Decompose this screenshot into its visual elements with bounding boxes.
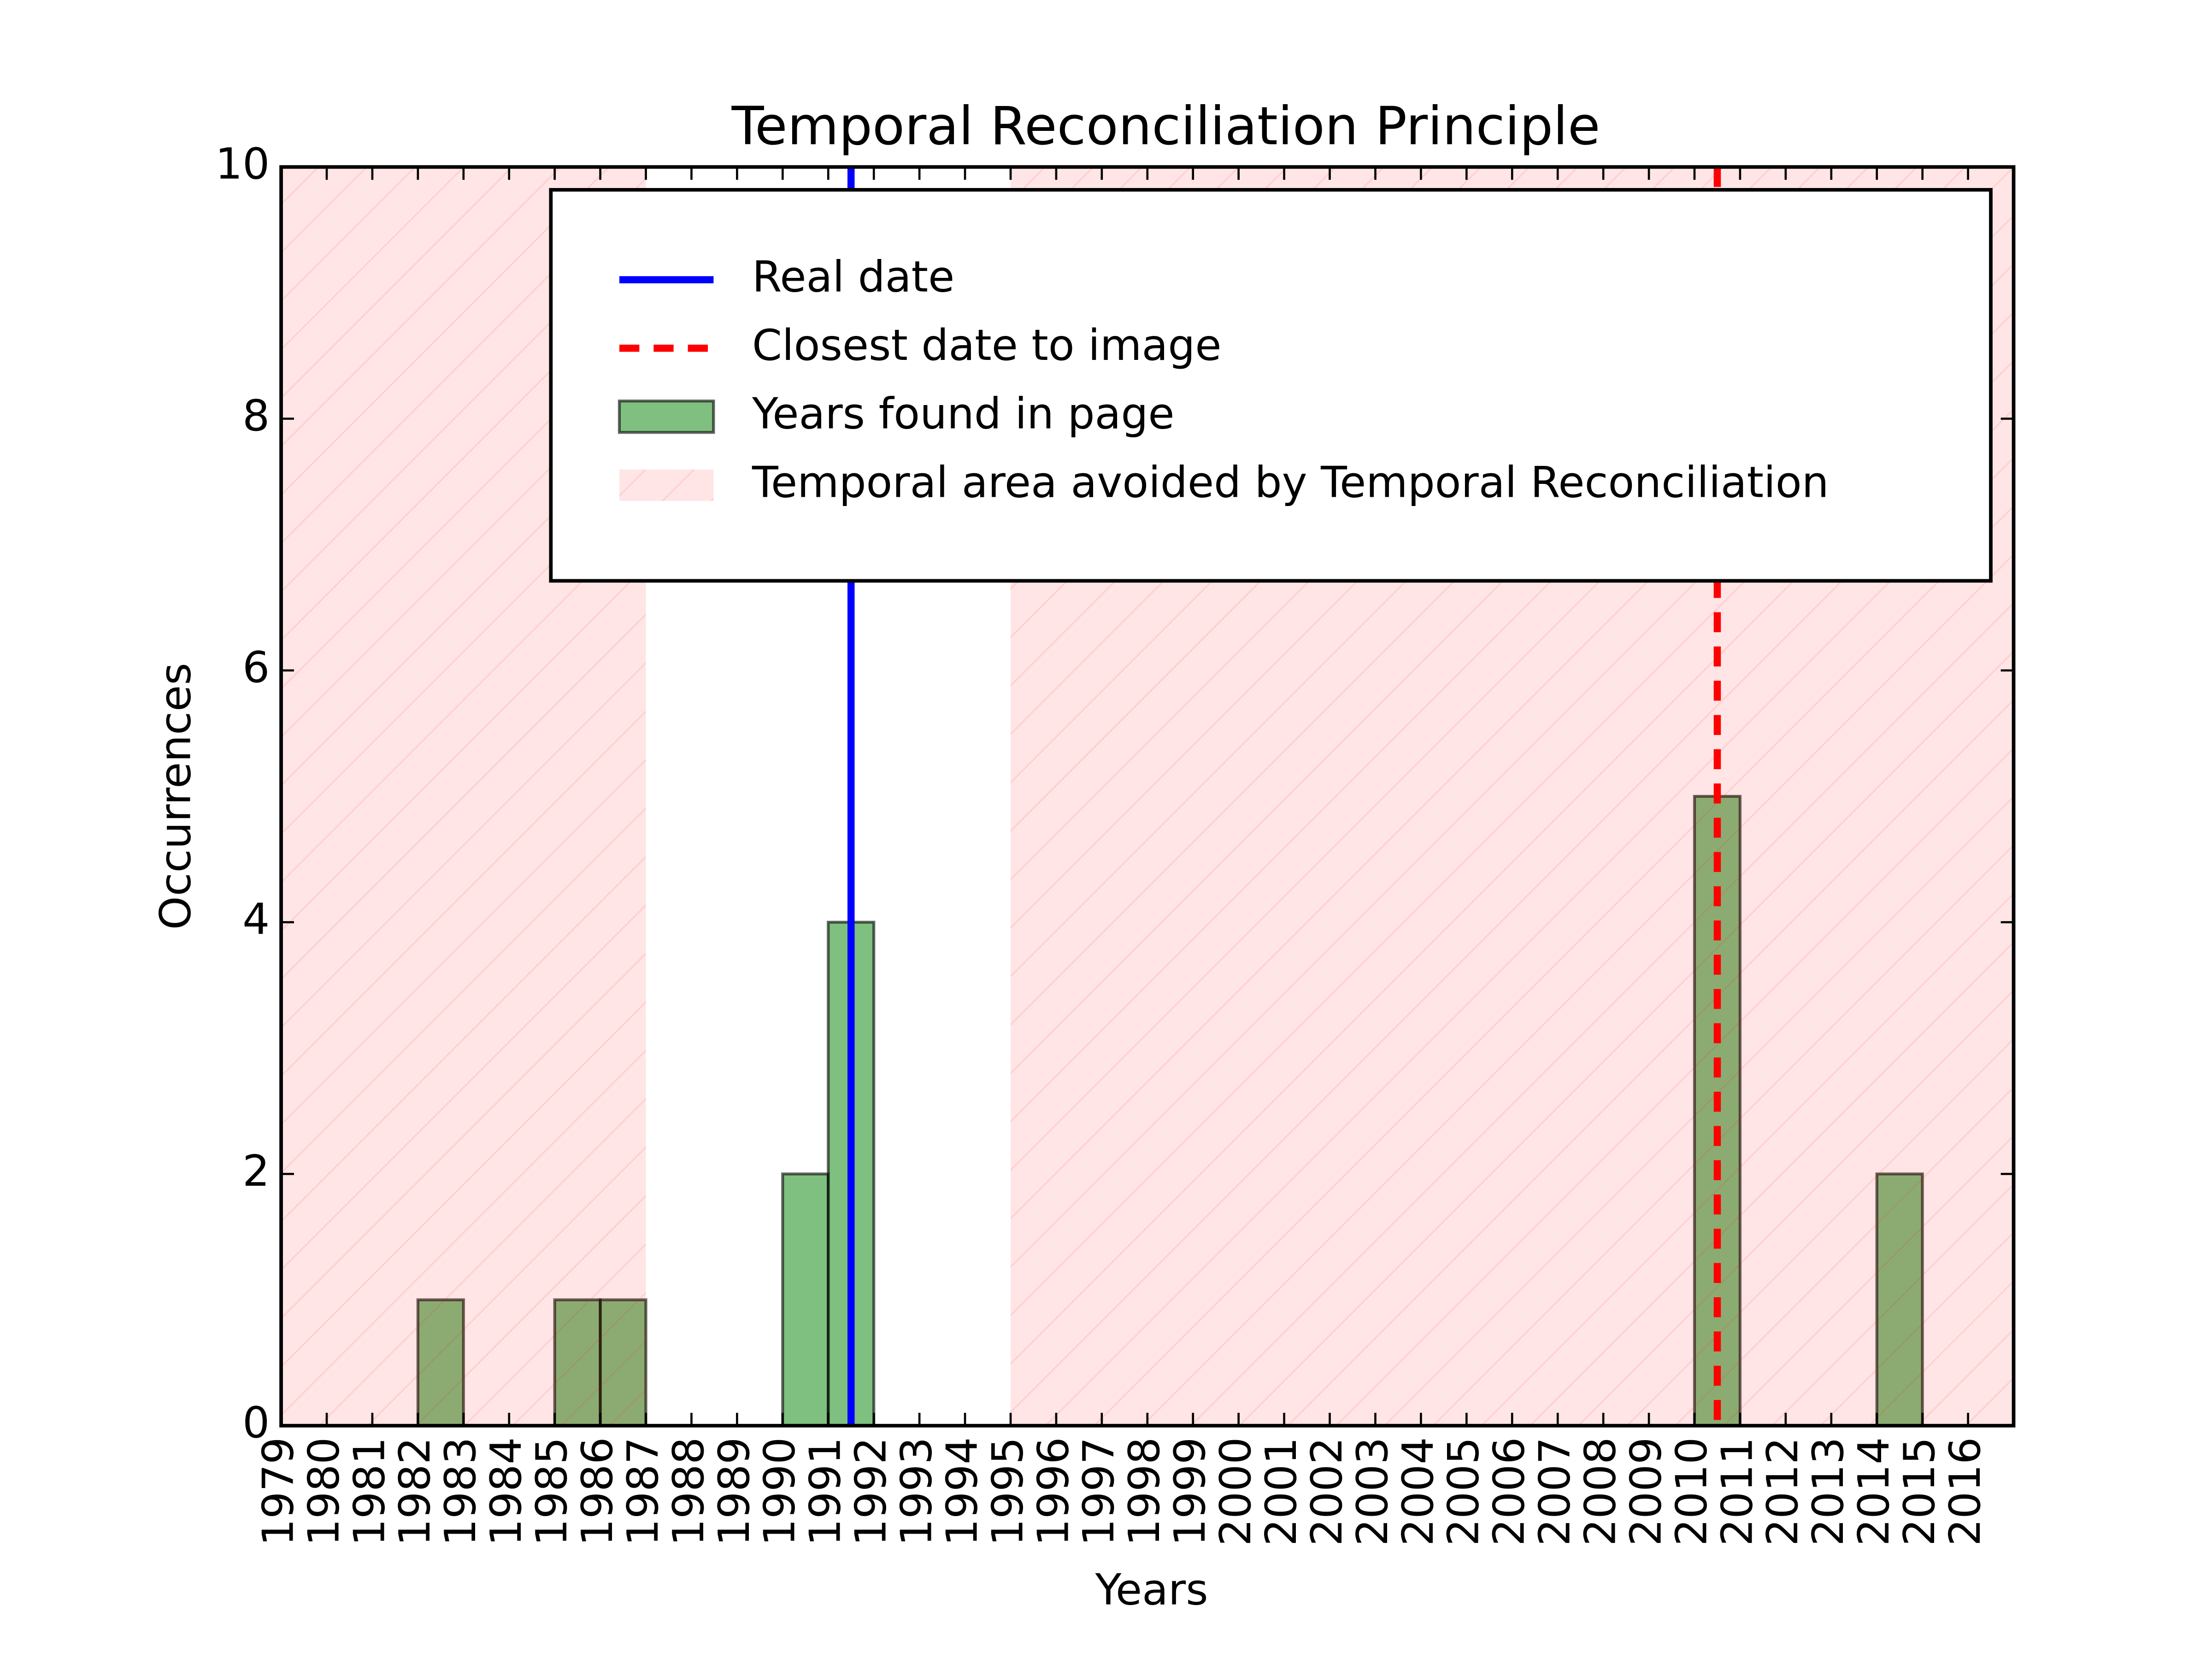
legend-label: Closest date to image <box>752 320 1222 370</box>
x-tick-label: 2004 <box>1393 1437 1443 1546</box>
x-tick-label: 1980 <box>299 1437 348 1546</box>
x-tick-label: 1984 <box>481 1437 531 1546</box>
x-tick-label: 1993 <box>892 1437 941 1546</box>
x-tick-label: 2005 <box>1439 1437 1488 1546</box>
x-tick-label: 1982 <box>390 1437 440 1546</box>
x-tick-label: 1986 <box>572 1437 622 1546</box>
x-tick-label: 1983 <box>435 1437 485 1546</box>
x-tick-label: 2012 <box>1758 1437 1807 1546</box>
x-tick-label: 2014 <box>1849 1437 1899 1546</box>
x-tick-label: 2000 <box>1211 1437 1260 1546</box>
x-tick-label: 2001 <box>1256 1437 1306 1546</box>
x-tick-label: 1994 <box>937 1437 987 1546</box>
x-tick-label: 1991 <box>800 1437 850 1546</box>
x-tick-label: 2011 <box>1712 1437 1762 1546</box>
plot-frame <box>279 165 2016 1428</box>
x-tick-label: 1999 <box>1165 1437 1215 1546</box>
y-tick-label: 6 <box>242 642 270 692</box>
y-axis-label: Occurrences <box>150 663 200 930</box>
x-tick-label: 2009 <box>1621 1437 1671 1546</box>
x-tick-label: 1998 <box>1119 1437 1169 1546</box>
legend-label: Temporal area avoided by Temporal Reconc… <box>752 457 1829 507</box>
x-tick-label: 1987 <box>618 1437 668 1546</box>
x-tick-label: 1979 <box>253 1437 303 1546</box>
x-tick-label: 1989 <box>709 1437 759 1546</box>
chart-title: Temporal Reconciliation Principle <box>731 96 1600 157</box>
legend-handle <box>619 469 714 501</box>
x-tick-label: 2015 <box>1894 1437 1944 1546</box>
x-tick-label: 1992 <box>846 1437 896 1546</box>
x-tick-label: 2002 <box>1302 1437 1352 1546</box>
x-tick-label: 2016 <box>1940 1437 1990 1546</box>
y-tick-label: 8 <box>242 391 270 441</box>
legend-label: Years found in page <box>752 389 1175 439</box>
legend-handle <box>618 400 715 434</box>
y-tick-label: 10 <box>215 139 270 189</box>
y-tick-label: 0 <box>242 1398 270 1447</box>
x-tick-label: 1995 <box>982 1437 1032 1546</box>
legend: Real date Closest date to image Years foun… <box>549 188 1993 583</box>
legend-label: Real date <box>752 252 954 301</box>
x-tick-label: 2010 <box>1666 1437 1716 1546</box>
x-tick-label: 1981 <box>344 1437 394 1546</box>
x-tick-label: 1990 <box>755 1437 805 1546</box>
x-tick-label: 2006 <box>1484 1437 1534 1546</box>
x-tick-label: 1985 <box>527 1437 577 1546</box>
y-tick-label: 4 <box>242 894 270 944</box>
x-tick-label: 2003 <box>1347 1437 1397 1546</box>
x-tick-label: 2013 <box>1803 1437 1853 1546</box>
bar <box>781 1172 830 1427</box>
x-tick-label: 1988 <box>664 1437 713 1546</box>
x-tick-label: 2008 <box>1576 1437 1625 1546</box>
x-tick-label: 1997 <box>1074 1437 1124 1546</box>
x-tick-label: 1996 <box>1028 1437 1078 1546</box>
x-tick-label: 2007 <box>1530 1437 1580 1546</box>
legend-box <box>549 188 1993 583</box>
x-axis-label: Years <box>1095 1565 1208 1614</box>
y-tick-label: 2 <box>242 1146 270 1196</box>
